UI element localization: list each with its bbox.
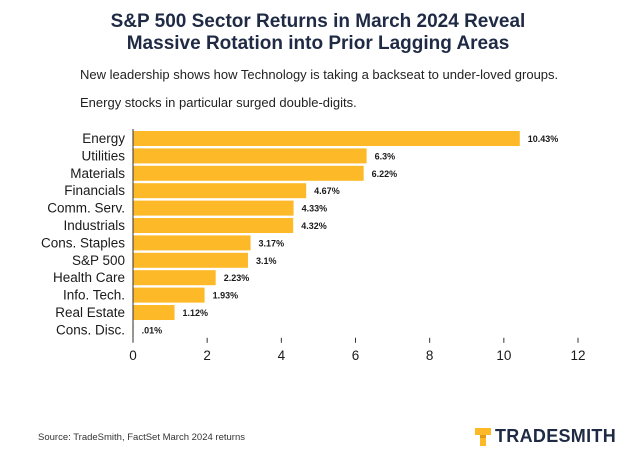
category-label: Comm. Serv. [47, 201, 125, 216]
bar-info-tech [133, 287, 205, 303]
x-tick-label: 0 [129, 348, 137, 363]
tradesmith-logo: TRADESMITH [474, 426, 616, 447]
category-label: Utilities [81, 148, 125, 163]
bar-industrials [133, 218, 294, 233]
bar-energy [133, 131, 520, 146]
category-label: Cons. Disc. [56, 322, 125, 337]
category-label: Energy [82, 131, 125, 146]
category-label: Financials [64, 183, 125, 198]
tradesmith-logo-icon [475, 427, 491, 446]
bar-utilities [133, 148, 367, 164]
x-axis: 0 2 4 6 8 10 12 [129, 129, 586, 363]
subtitle-line-2: Energy stocks in particular surged doubl… [80, 95, 357, 110]
x-tick-label: 8 [426, 348, 434, 363]
category-label: Info. Tech. [63, 288, 125, 303]
category-label: Real Estate [55, 305, 125, 320]
category-label: Cons. Staples [41, 235, 125, 250]
value-label: 4.32% [301, 221, 327, 231]
value-label: 6.3% [375, 151, 396, 161]
bar-materials [133, 165, 364, 181]
source-note: Source: TradeSmith, FactSet March 2024 r… [38, 432, 245, 443]
value-label: 3.1% [256, 256, 277, 266]
category-label: S&P 500 [72, 253, 125, 268]
value-label: .01% [142, 325, 163, 335]
bar-financials [133, 183, 307, 199]
value-label: 1.12% [183, 308, 209, 318]
category-label: Health Care [53, 270, 125, 285]
bar-real-estate [133, 305, 175, 320]
bar-comm-serv [133, 200, 294, 216]
bar-health-care [133, 270, 216, 286]
value-label: 4.67% [314, 186, 340, 196]
bars-layer: Energy 10.43% Utilities 6.3% Materials 6.22% F… [41, 131, 559, 338]
value-label: 10.43% [528, 134, 559, 144]
x-tick-label: 4 [278, 348, 286, 363]
value-label: 6.22% [372, 169, 398, 179]
x-tick-label: 6 [352, 348, 360, 363]
value-label: 2.23% [224, 273, 250, 283]
category-label: Materials [70, 166, 125, 181]
subtitle-line-1: New leadership shows how Technology is t… [80, 67, 559, 82]
value-label: 1.93% [213, 291, 239, 301]
bar-s-p-500 [133, 252, 248, 268]
x-tick-label: 2 [203, 348, 211, 363]
bar-cons-staples [133, 235, 251, 251]
value-label: 3.17% [259, 238, 285, 248]
title-line-2: Massive Rotation into Prior Lagging Area… [126, 33, 510, 54]
x-tick-label: 10 [496, 348, 511, 363]
category-label: Industrials [63, 218, 125, 233]
x-tick-label: 12 [570, 348, 585, 363]
title-line-1: S&P 500 Sector Returns in March 2024 Rev… [110, 11, 526, 32]
value-label: 4.33% [302, 204, 328, 214]
logo-text: TRADESMITH [495, 426, 616, 446]
chart-title: S&P 500 Sector Returns in March 2024 Rev… [0, 11, 636, 55]
